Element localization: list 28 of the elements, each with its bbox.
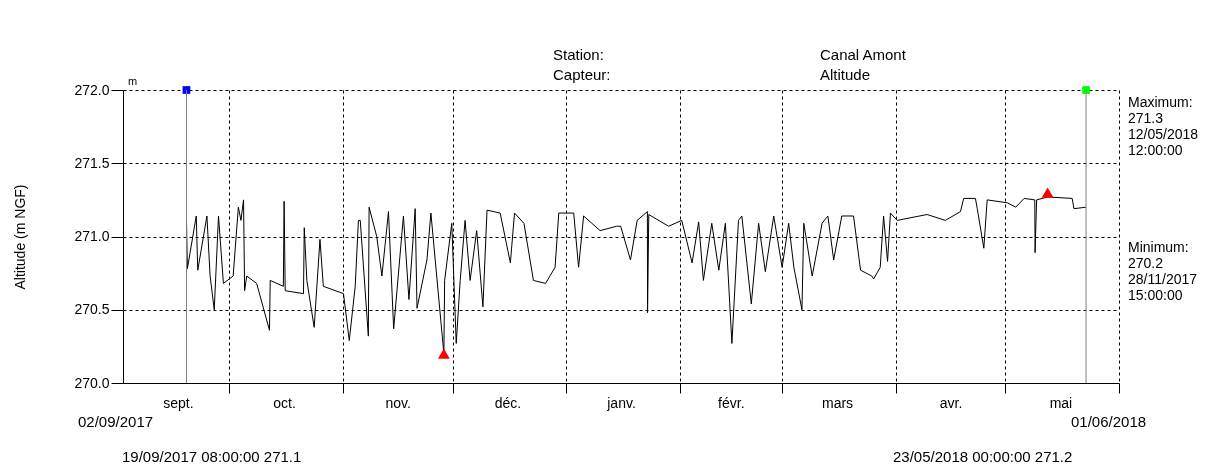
text: Station: (553, 46, 604, 63)
point (437, 348, 450, 359)
y-tick-label: 272.0 (74, 81, 110, 98)
text: m (128, 75, 138, 87)
x-tick-label: sept. (163, 394, 194, 411)
y-tick-label: 270.5 (74, 301, 110, 318)
text: Maximum: 271.3 12/05/2018 12:00:00 (1128, 94, 1199, 158)
x-tick-label: nov. (385, 394, 411, 411)
text: 01/06/2018 (1071, 413, 1147, 430)
point (1041, 187, 1054, 198)
y-axis-title: Altitude (m NGF) (11, 184, 28, 290)
x-tick-label: févr. (718, 394, 745, 411)
x-tick-label: avr. (939, 394, 963, 411)
y-tick-label: 271.0 (74, 228, 110, 244)
x-tick-label: mai (1049, 394, 1073, 411)
text: Altitude (820, 66, 871, 83)
text: Minimum: 270.2 28/11/2017 15:00:00 (1128, 239, 1198, 303)
text: 23/05/2018 00:00:00 271.2 (893, 448, 1073, 465)
x-tick-label: déc. (494, 394, 522, 411)
x-tick-label: janv. (606, 394, 636, 411)
y-tick-label: 271.5 (74, 154, 110, 171)
text: 02/09/2017 (78, 413, 154, 430)
text: 19/09/2017 08:00:00 271.1 (122, 448, 302, 465)
text: Canal Amont (820, 46, 907, 63)
text: Capteur: (553, 66, 611, 83)
x-tick-label: mars (821, 394, 854, 411)
x-tick-label: oct. (273, 394, 296, 411)
y-tick-label: 270.0 (74, 374, 110, 391)
